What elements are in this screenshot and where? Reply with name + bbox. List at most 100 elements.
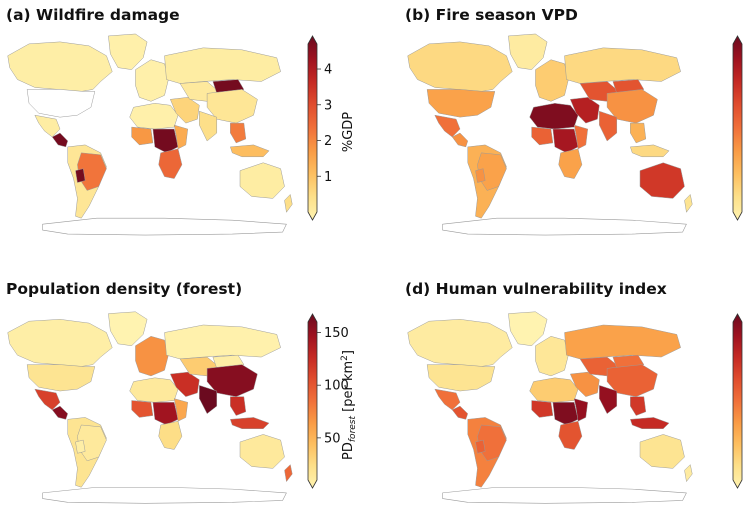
region-bolivia <box>475 168 486 183</box>
panel-title: (d) Human vulnerability index <box>405 280 667 298</box>
region-indonesia <box>630 417 670 429</box>
region-bolivia <box>475 439 486 454</box>
world-map <box>7 311 293 504</box>
region-south-asia <box>199 385 218 414</box>
region-central-africa <box>552 128 579 154</box>
region-europe <box>535 336 569 377</box>
panel-title: (a) Wildfire damage <box>6 6 180 24</box>
colorbar: 50 100 150 PDforest [per km2] <box>307 313 358 489</box>
colorbar-tick-label: 3 <box>324 98 332 113</box>
region-russia <box>164 324 281 360</box>
region-new-zealand <box>684 194 693 213</box>
region-new-zealand <box>284 464 293 482</box>
region-greenland <box>508 311 548 346</box>
region-southeast-asia <box>230 122 247 144</box>
panel-d: (d) Human vulnerability index <box>375 250 750 504</box>
region-west-africa <box>131 126 154 146</box>
region-east-africa <box>573 124 588 150</box>
region-europe <box>135 336 169 377</box>
colorbar-gradient <box>307 35 318 221</box>
region-russia <box>564 47 681 84</box>
region-brazil <box>77 424 107 462</box>
region-australia <box>239 162 285 199</box>
region-australia <box>239 434 285 469</box>
region-east-africa <box>573 398 588 422</box>
region-china <box>606 364 658 397</box>
colorbar-gradient <box>732 35 743 221</box>
region-north-america <box>7 41 113 92</box>
region-russia <box>564 324 681 360</box>
region-brazil <box>477 424 507 462</box>
region-china <box>206 89 258 124</box>
region-southeast-asia <box>630 396 647 416</box>
region-mexico <box>34 114 61 138</box>
colorbar-gradient <box>732 313 743 489</box>
panel-c: Population density (forest) 50 100 150 PDfo… <box>0 250 375 504</box>
region-north-africa <box>129 377 179 403</box>
region-indonesia <box>630 144 670 158</box>
region-middle-east <box>570 371 600 397</box>
region-east-africa <box>173 124 188 150</box>
region-brazil <box>77 152 107 191</box>
region-north-africa <box>129 103 179 130</box>
colorbar <box>732 313 743 489</box>
region-west-africa <box>131 400 154 418</box>
region-southern-africa <box>558 420 583 450</box>
region-southeast-asia <box>230 396 247 416</box>
region-antarctica <box>42 486 287 504</box>
region-china <box>606 89 658 124</box>
colorbar <box>732 35 743 221</box>
region-south-asia <box>599 110 618 142</box>
region-north-america <box>407 319 513 367</box>
region-new-zealand <box>684 464 693 482</box>
colorbar-tick-label: 1 <box>324 170 332 185</box>
world-map <box>7 33 293 236</box>
region-central-america <box>452 405 468 420</box>
region-indonesia <box>230 417 270 429</box>
region-east-africa <box>173 398 188 422</box>
region-antarctica <box>442 217 687 236</box>
region-middle-east <box>170 371 200 397</box>
region-antarctica <box>442 486 687 504</box>
region-north-america <box>7 319 113 367</box>
region-bolivia <box>75 439 86 454</box>
region-europe <box>135 59 169 102</box>
region-north-africa <box>529 377 579 403</box>
region-central-africa <box>152 402 179 426</box>
colorbar-tick-label: 4 <box>324 63 332 78</box>
region-central-africa <box>552 402 579 426</box>
region-europe <box>535 59 569 102</box>
colorbar: 1 2 3 4 %GDP <box>307 35 356 221</box>
region-greenland <box>108 33 148 70</box>
region-south-asia <box>199 110 218 142</box>
region-mexico <box>434 388 461 411</box>
region-new-zealand <box>284 194 293 213</box>
region-greenland <box>108 311 148 346</box>
colorbar-label: PDforest [per km2] <box>340 350 358 460</box>
colorbar-tick-label: 150 <box>324 326 349 341</box>
region-central-america <box>52 132 68 148</box>
region-central-america <box>452 132 468 148</box>
region-usa <box>426 364 496 392</box>
region-mexico <box>34 388 61 411</box>
region-southeast-asia <box>630 122 647 144</box>
region-south-asia <box>599 385 618 414</box>
region-bolivia <box>75 168 86 183</box>
world-map <box>407 33 693 236</box>
panel-b: (b) Fire season VPD <box>375 0 750 250</box>
region-middle-east <box>170 97 200 124</box>
region-usa <box>26 89 96 118</box>
colorbar-tick-label: 2 <box>324 134 332 149</box>
colorbar-tick-label: 50 <box>324 431 341 446</box>
region-north-america <box>407 41 513 92</box>
region-north-africa <box>529 103 579 130</box>
region-greenland <box>508 33 548 70</box>
region-southern-africa <box>158 420 183 450</box>
region-southern-africa <box>558 148 583 179</box>
region-usa <box>426 89 496 118</box>
panel-a: (a) Wildfire damage 1 2 3 4 %GDP <box>0 0 375 250</box>
region-australia <box>639 162 685 199</box>
world-map <box>407 311 693 504</box>
panel-title: Population density (forest) <box>6 280 243 298</box>
colorbar-label: %GDP <box>341 112 356 152</box>
